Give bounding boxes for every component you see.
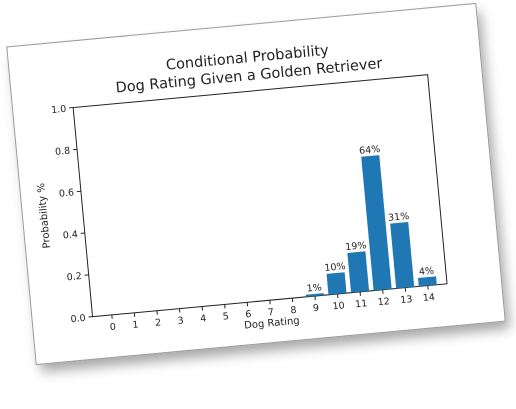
x-tick-label: 10 — [332, 300, 345, 312]
x-tick-label: 2 — [155, 317, 162, 329]
x-tick-label: 4 — [200, 313, 207, 325]
data-label-rating-13: 31% — [388, 211, 410, 224]
bar-rating-9 — [305, 293, 324, 297]
data-label-rating-10: 10% — [324, 261, 346, 274]
x-tick-label: 9 — [313, 303, 320, 315]
y-tick-label: 0.2 — [66, 271, 82, 283]
bar-rating-12 — [361, 155, 392, 291]
data-label-rating-14: 4% — [418, 266, 434, 278]
x-tick-label: 6 — [245, 309, 252, 321]
data-label-rating-9: 1% — [306, 282, 322, 294]
bar-rating-10 — [326, 272, 347, 295]
bar-rating-14 — [417, 276, 437, 287]
x-ticks-group: 0 1 2 3 4 5 6 7 8 9 10 11 12 13 14 — [109, 285, 435, 334]
chart-canvas: Conditional Probability Dog Rating Given… — [36, 43, 448, 334]
plot-area-frame — [72, 74, 448, 318]
y-axis-label: Probability % — [36, 183, 53, 249]
x-tick-label: 12 — [377, 296, 390, 308]
bars-group — [305, 155, 437, 297]
data-label-rating-11: 19% — [345, 240, 367, 253]
bar-rating-13 — [390, 222, 415, 289]
x-tick-label: 14 — [422, 292, 435, 304]
x-tick-label: 7 — [267, 307, 274, 319]
y-tick-label: 0.8 — [55, 146, 71, 158]
data-labels-group: 1%10% 19% 64% 31% 4% — [306, 144, 434, 295]
y-tick-label: 0.4 — [62, 229, 78, 241]
bar-rating-11 — [347, 251, 370, 293]
y-tick-label: 0.0 — [70, 313, 86, 325]
x-tick-label: 11 — [355, 298, 368, 310]
y-tick-label: 1.0 — [51, 104, 67, 116]
x-tick-label: 3 — [177, 315, 184, 327]
y-ticks-group: 0.0 0.2 0.4 0.6 0.8 1.0 — [51, 104, 93, 325]
y-tick-label: 0.6 — [58, 187, 74, 199]
x-tick-label: 5 — [222, 311, 229, 323]
x-axis-label: Dog Rating — [244, 316, 300, 332]
x-tick-label: 1 — [132, 319, 139, 331]
x-tick-label: 0 — [109, 322, 116, 334]
x-tick-label: 13 — [400, 294, 413, 306]
chart-paper: Conditional Probability Dog Rating Given… — [6, 2, 506, 366]
x-tick-label: 8 — [290, 305, 297, 317]
data-label-rating-12: 64% — [359, 144, 381, 157]
